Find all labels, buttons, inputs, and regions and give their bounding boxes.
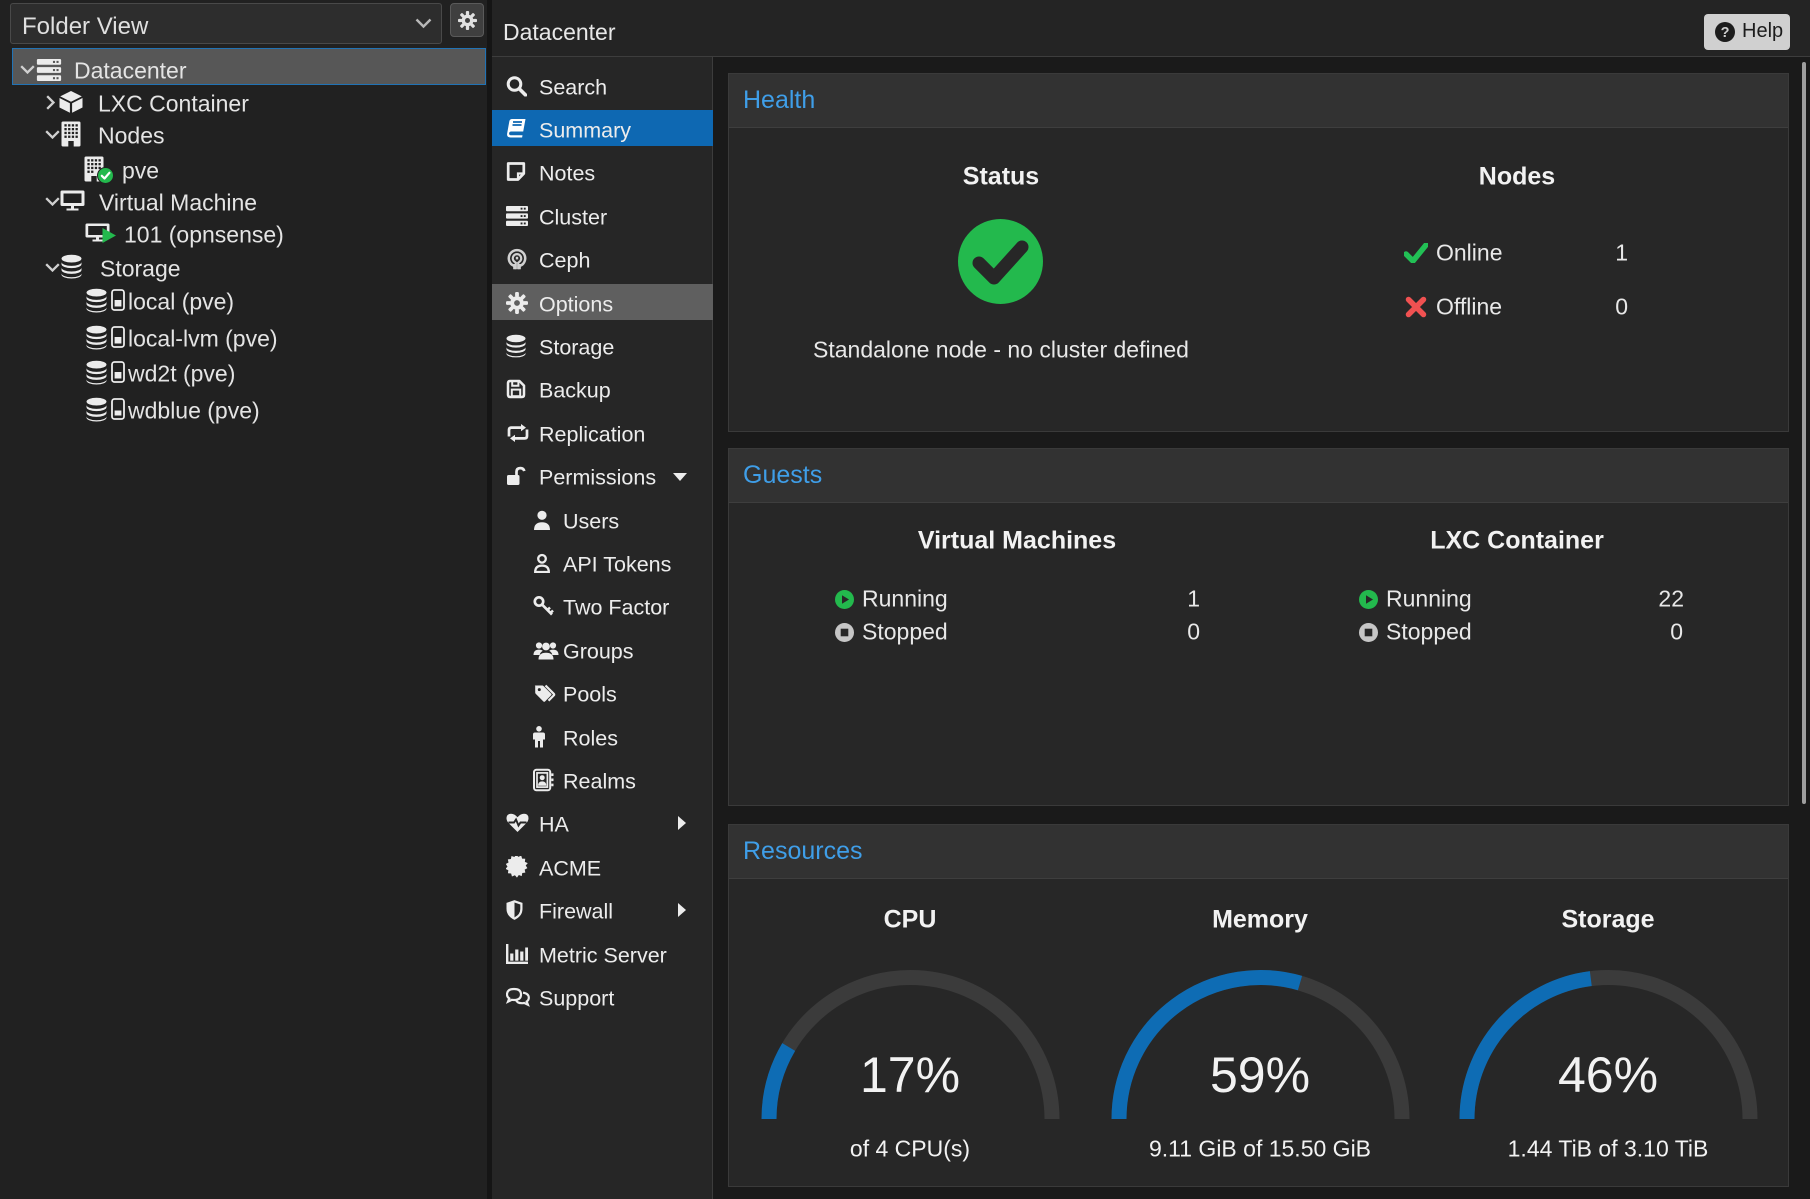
svg-text:?: ? — [1721, 25, 1730, 41]
